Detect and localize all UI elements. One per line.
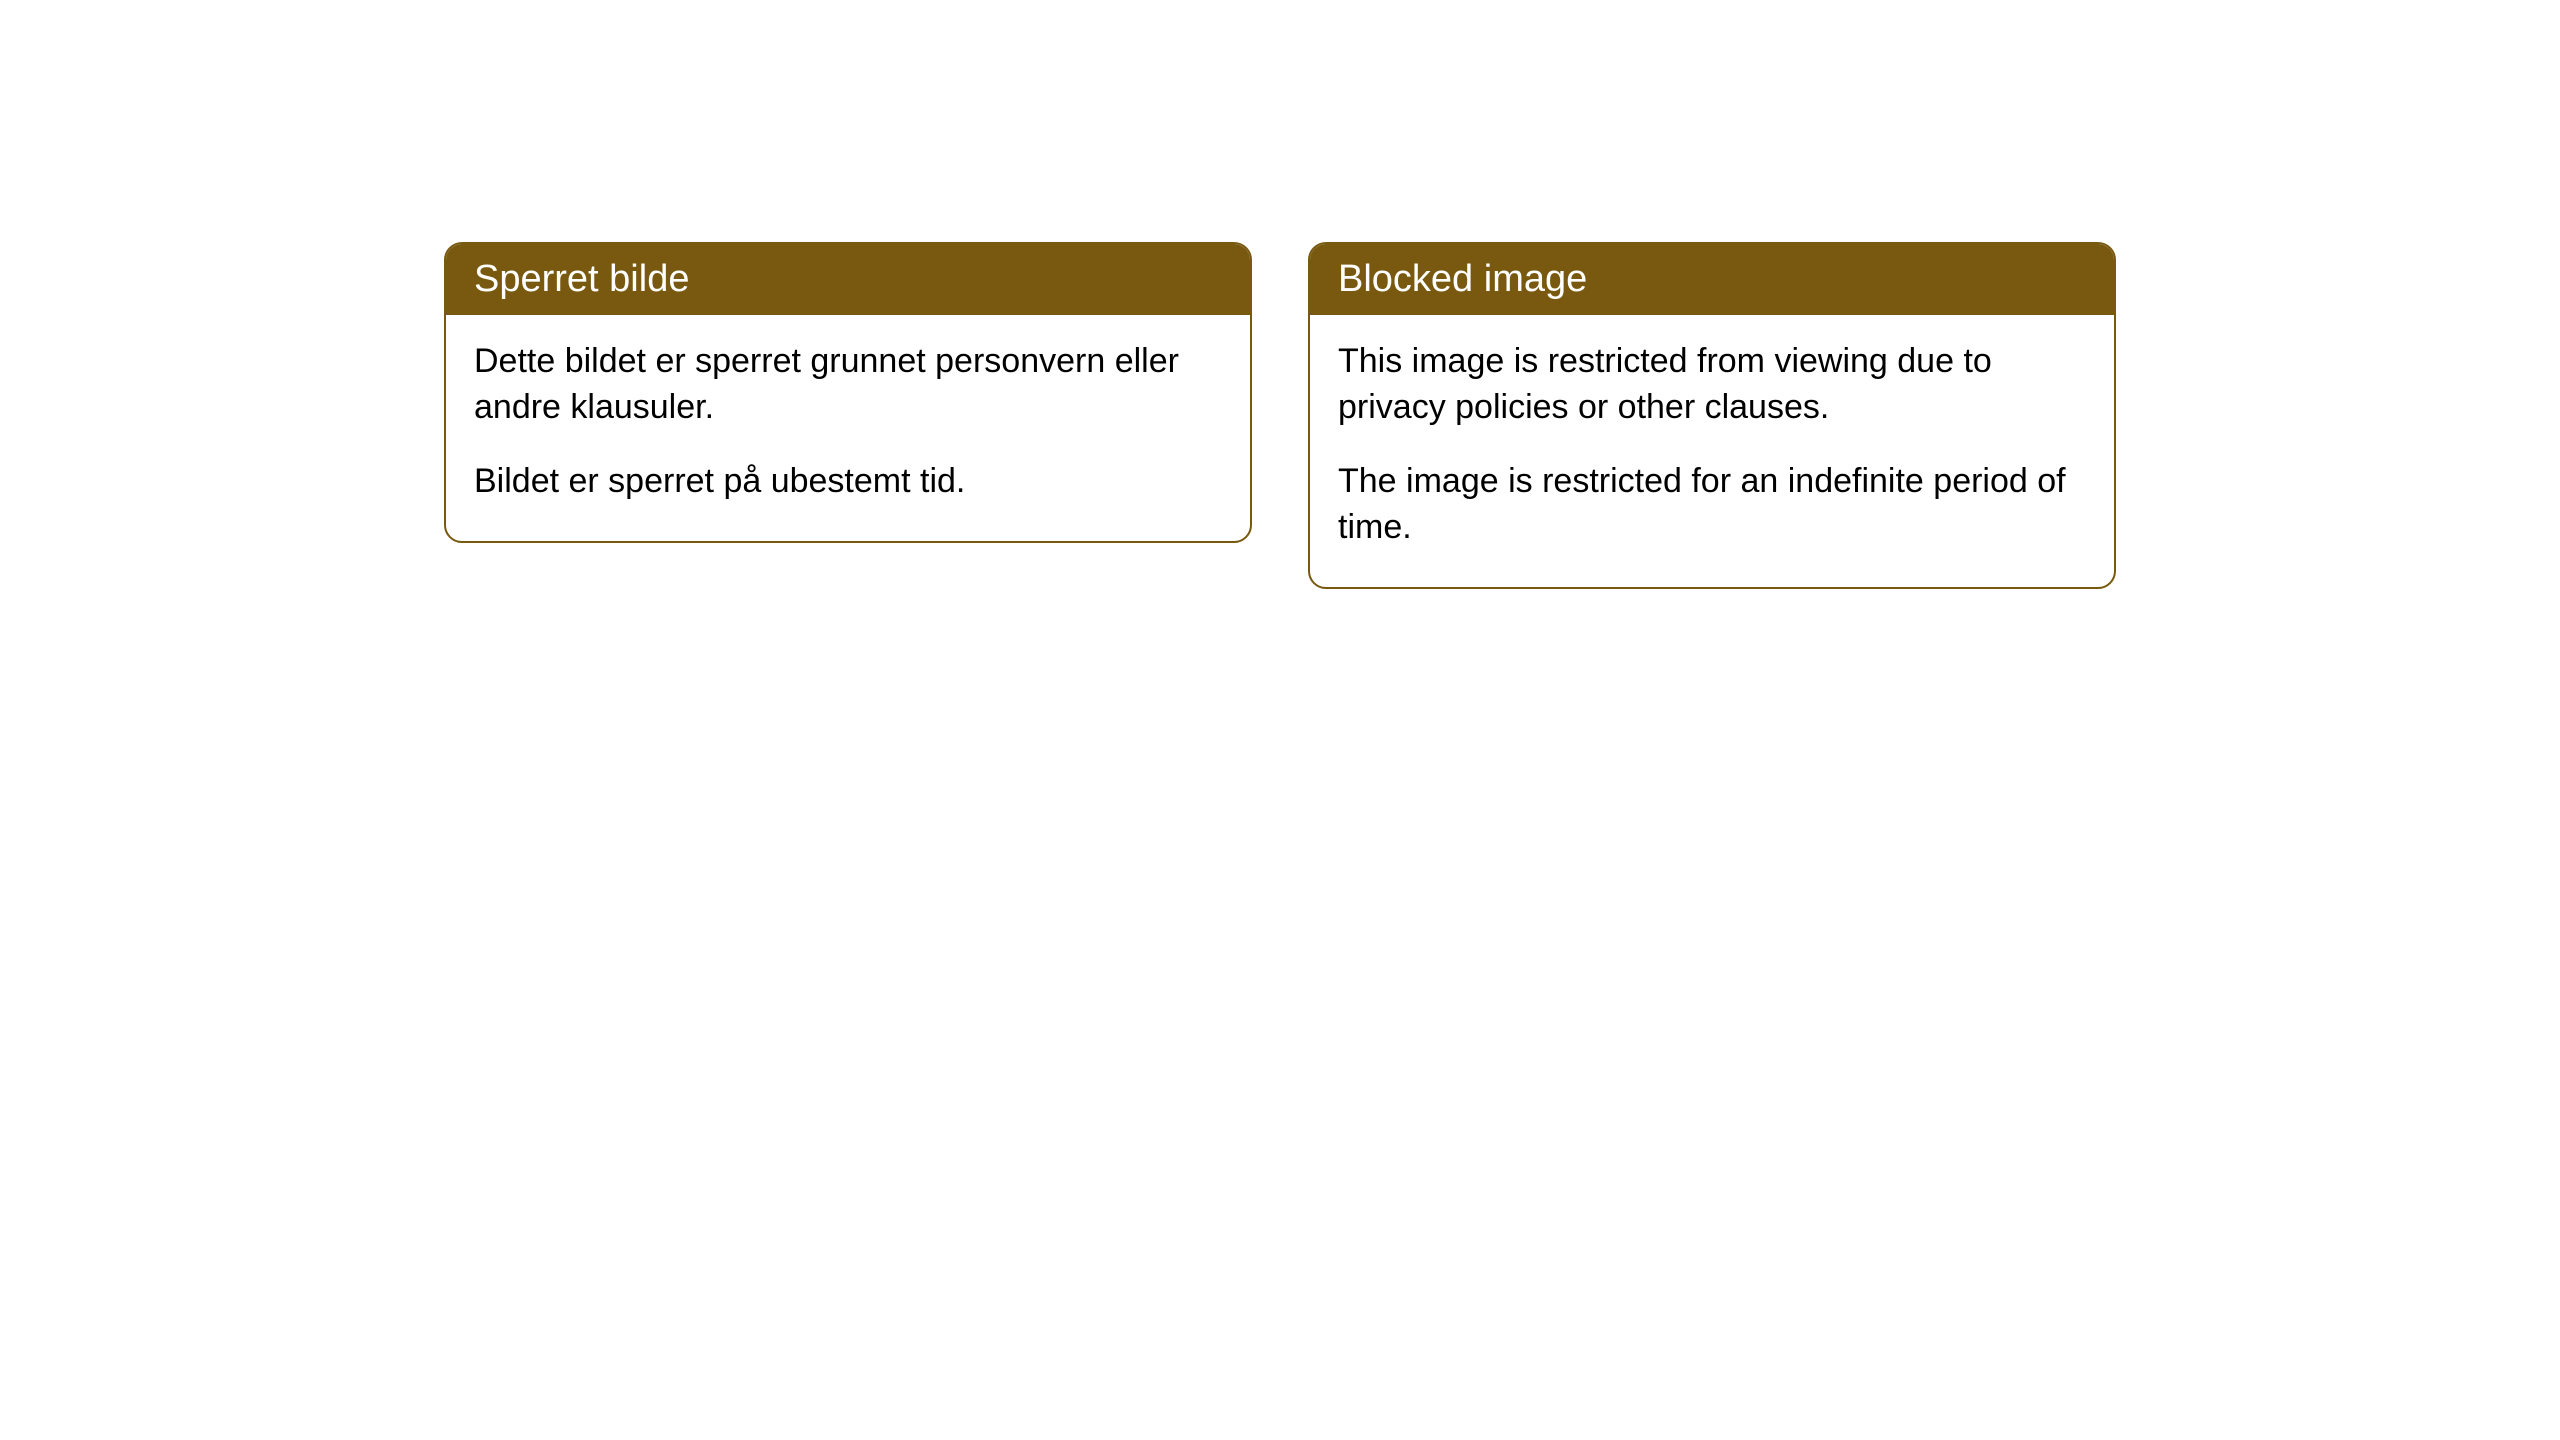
card-body-en: This image is restricted from viewing du… <box>1310 315 2114 587</box>
card-header-no: Sperret bilde <box>446 244 1250 315</box>
card-title-no: Sperret bilde <box>474 258 689 300</box>
card-para2-no: Bildet er sperret på ubestemt tid. <box>474 459 1222 505</box>
card-title-en: Blocked image <box>1338 258 1587 300</box>
blocked-image-card-en: Blocked image This image is restricted f… <box>1308 242 2116 589</box>
card-para2-en: The image is restricted for an indefinit… <box>1338 459 2086 551</box>
card-body-no: Dette bildet er sperret grunnet personve… <box>446 315 1250 541</box>
card-para1-no: Dette bildet er sperret grunnet personve… <box>474 339 1222 431</box>
card-header-en: Blocked image <box>1310 244 2114 315</box>
card-para1-en: This image is restricted from viewing du… <box>1338 339 2086 431</box>
blocked-image-card-no: Sperret bilde Dette bildet er sperret gr… <box>444 242 1252 543</box>
card-container: Sperret bilde Dette bildet er sperret gr… <box>444 242 2116 1440</box>
